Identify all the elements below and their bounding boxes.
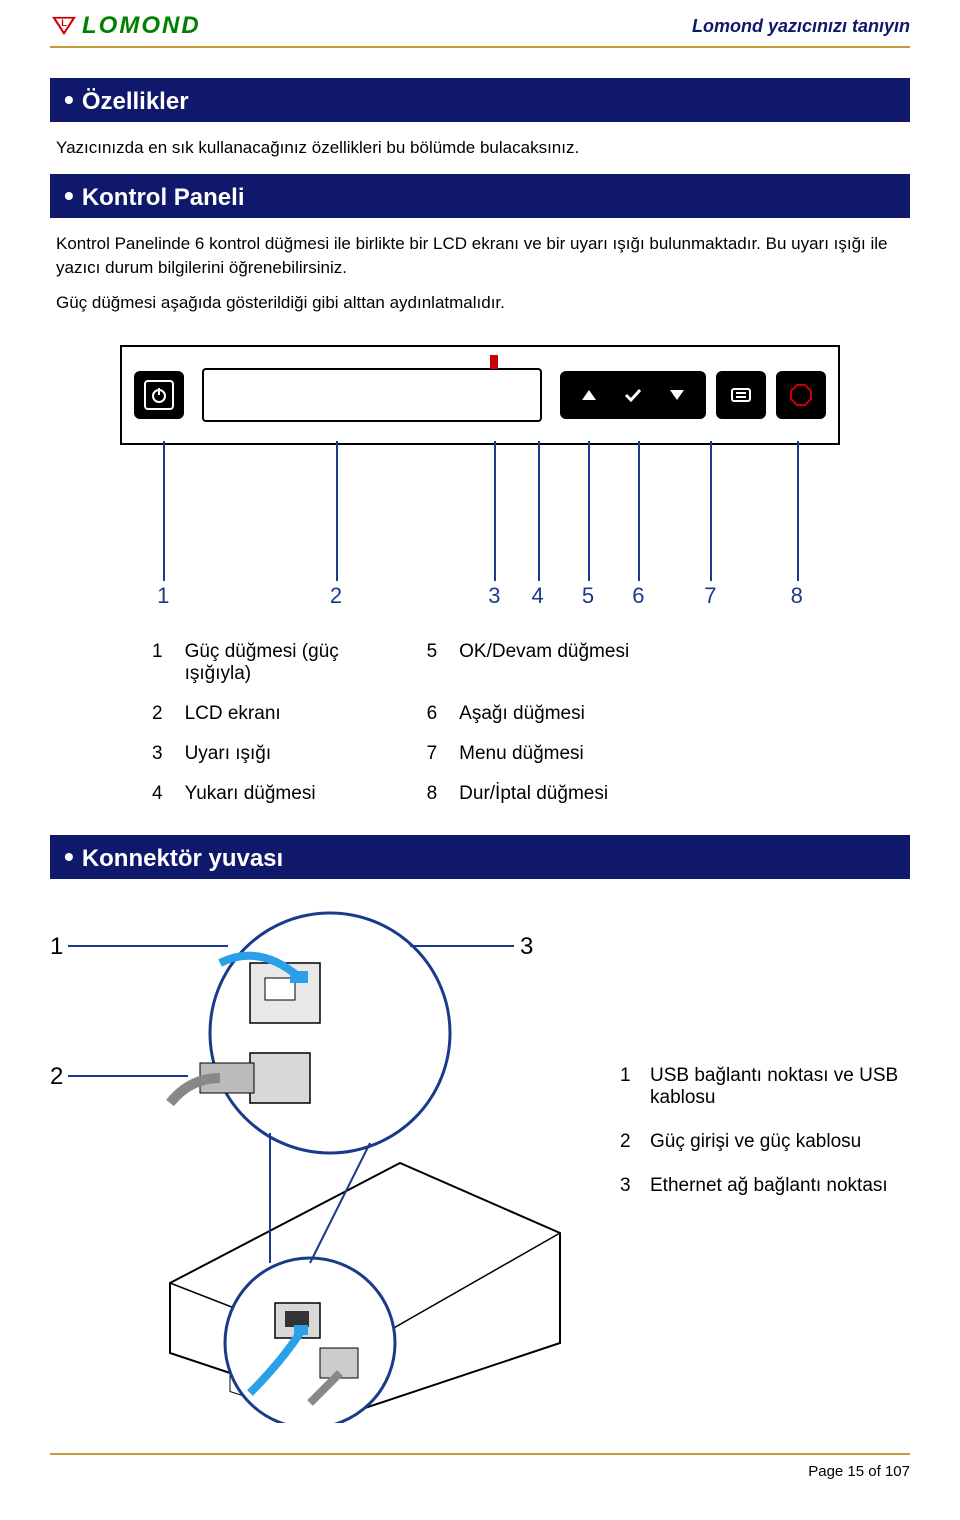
legend-num: 4: [142, 775, 173, 813]
section-bar-connector: • Konnektör yuvası: [50, 835, 910, 879]
legend-label: OK/Devam düğmesi: [449, 633, 818, 693]
control-panel-diagram: 12345678: [120, 345, 840, 581]
control-panel-legend: 1Güç düğmesi (güç ışığıyla)5OK/Devam düğ…: [140, 631, 820, 815]
legend-num: 5: [417, 633, 448, 693]
leader-number: 4: [531, 583, 543, 609]
leader-number: 1: [157, 583, 169, 609]
connector-illustration: [50, 903, 590, 1423]
legend-num: 3: [612, 1165, 640, 1207]
nav-button-group: [560, 371, 706, 419]
legend-num: 7: [417, 735, 448, 773]
legend-num: 3: [142, 735, 173, 773]
logo-text: LOMOND: [82, 12, 201, 40]
legend-label: Uyarı ışığı: [175, 735, 415, 773]
control-panel-para2: Güç düğmesi aşağıda gösterildiği gibi al…: [56, 291, 904, 315]
section-title-connector: Konnektör yuvası: [82, 845, 283, 872]
legend-label: Menu düğmesi: [449, 735, 818, 773]
legend-row: 3Uyarı ışığı7Menu düğmesi: [142, 735, 818, 773]
leader-line: [336, 441, 338, 581]
leader-number: 8: [791, 583, 803, 609]
callout-line: [410, 945, 514, 947]
header-right-title: Lomond yazıcınızı tanıyın: [692, 16, 910, 37]
leader-line: [163, 441, 165, 581]
ok-button-graphic: [614, 379, 652, 411]
connector-legend-row: 2Güç girişi ve güç kablosu: [612, 1121, 908, 1163]
connector-diagram: 1 2 3: [50, 903, 590, 1423]
legend-num: 2: [612, 1121, 640, 1163]
connector-legend-row: 3Ethernet ağ bağlantı noktası: [612, 1165, 908, 1207]
power-icon: [150, 386, 168, 404]
page-number: Page 15 of 107: [808, 1463, 910, 1480]
connector-legend: 1USB bağlantı noktası ve USB kablosu2Güç…: [610, 903, 910, 1423]
legend-row: 1Güç düğmesi (güç ışığıyla)5OK/Devam düğ…: [142, 633, 818, 693]
alert-light-graphic: [490, 355, 498, 369]
legend-row: 2LCD ekranı6Aşağı düğmesi: [142, 695, 818, 733]
legend-label: Aşağı düğmesi: [449, 695, 818, 733]
connector-callout-3: 3: [520, 933, 533, 961]
leader-line: [797, 441, 799, 581]
connector-callout-2: 2: [50, 1063, 63, 1091]
panel-frame: [120, 345, 840, 445]
legend-label: USB bağlantı noktası ve USB kablosu: [642, 1055, 908, 1119]
legend-num: 2: [142, 695, 173, 733]
logo: L LOMOND: [50, 12, 201, 40]
leader-number: 2: [330, 583, 342, 609]
header-rule: [50, 46, 910, 48]
leader-lines: 12345678: [120, 441, 840, 581]
legend-label: Ethernet ağ bağlantı noktası: [642, 1165, 908, 1207]
legend-label: Güç düğmesi (güç ışığıyla): [175, 633, 415, 693]
legend-num: 1: [142, 633, 173, 693]
callout-line: [68, 1075, 188, 1077]
page-footer: Page 15 of 107: [50, 1453, 910, 1480]
power-button-graphic: [134, 371, 184, 419]
up-button-graphic: [570, 379, 608, 411]
svg-text:L: L: [61, 18, 67, 28]
section-bar-features: • Özellikler: [50, 78, 910, 122]
features-intro: Yazıcınızda en sık kullanacağınız özelli…: [56, 136, 904, 160]
legend-label: Dur/İptal düğmesi: [449, 775, 818, 813]
bullet-icon: •: [64, 84, 74, 115]
bullet-icon: •: [64, 180, 74, 211]
legend-num: 1: [612, 1055, 640, 1119]
section-bar-control-panel: • Kontrol Paneli: [50, 174, 910, 218]
connector-callout-1: 1: [50, 933, 63, 961]
leader-number: 5: [582, 583, 594, 609]
leader-number: 7: [704, 583, 716, 609]
leader-line: [588, 441, 590, 581]
connector-block: 1 2 3: [50, 903, 910, 1423]
page-header: L LOMOND Lomond yazıcınızı tanıyın: [50, 0, 910, 46]
legend-label: Güç girişi ve güç kablosu: [642, 1121, 908, 1163]
logo-badge-icon: L: [50, 15, 78, 37]
menu-button-graphic: [716, 371, 766, 419]
section-title-control-panel: Kontrol Paneli: [82, 184, 245, 211]
leader-line: [638, 441, 640, 581]
section-title-features: Özellikler: [82, 88, 189, 115]
leader-number: 6: [632, 583, 644, 609]
leader-line: [538, 441, 540, 581]
control-panel-para: Kontrol Panelinde 6 kontrol düğmesi ile …: [56, 232, 904, 280]
legend-num: 6: [417, 695, 448, 733]
legend-label: Yukarı düğmesi: [175, 775, 415, 813]
leader-line: [494, 441, 496, 581]
leader-number: 3: [488, 583, 500, 609]
down-button-graphic: [658, 379, 696, 411]
legend-row: 4Yukarı düğmesi8Dur/İptal düğmesi: [142, 775, 818, 813]
legend-num: 8: [417, 775, 448, 813]
connector-legend-row: 1USB bağlantı noktası ve USB kablosu: [612, 1055, 908, 1119]
bullet-icon: •: [64, 841, 74, 872]
stop-button-graphic: [776, 371, 826, 419]
legend-label: LCD ekranı: [175, 695, 415, 733]
lcd-screen-graphic: [202, 368, 542, 422]
leader-line: [710, 441, 712, 581]
callout-line: [68, 945, 228, 947]
